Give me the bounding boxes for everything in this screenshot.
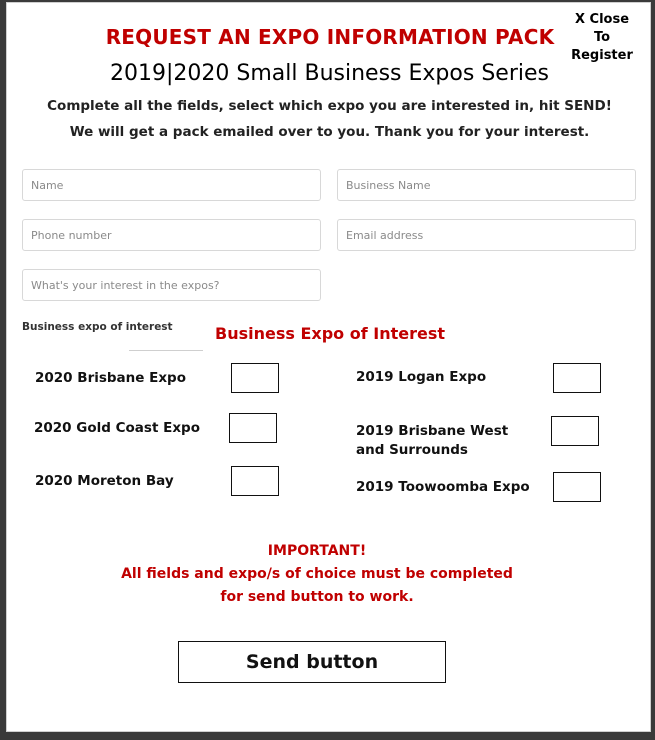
close-link-line2: To Register (571, 30, 633, 63)
expo-request-modal: X Close To Register REQUEST AN EXPO INFO… (6, 2, 651, 732)
email-field[interactable] (337, 219, 636, 251)
phone-field[interactable] (22, 219, 321, 251)
expo-interest-heading: Business Expo of Interest (215, 324, 445, 343)
close-link[interactable]: X Close To Register (562, 11, 642, 65)
business-name-field[interactable] (337, 169, 636, 201)
expo-label-brisbane-west-line2: and Surrounds (356, 442, 468, 458)
expo-label-toowoomba-2019: 2019 Toowoomba Expo (356, 479, 530, 495)
expo-label-brisbane-2020: 2020 Brisbane Expo (35, 370, 186, 386)
divider (129, 350, 203, 351)
checkbox-moreton-bay-2020[interactable] (231, 466, 279, 496)
expo-interest-label: Business expo of interest (22, 321, 173, 333)
interest-field[interactable] (22, 269, 321, 301)
intro-line-1: Complete all the fields, select which ex… (47, 98, 612, 114)
checkbox-logan-2019[interactable] (553, 363, 601, 393)
name-field[interactable] (22, 169, 321, 201)
request-title: REQUEST AN EXPO INFORMATION PACK (105, 25, 555, 49)
checkbox-brisbane-2020[interactable] (231, 363, 279, 393)
expo-label-gold-coast-2020: 2020 Gold Coast Expo (34, 420, 200, 436)
expo-label-moreton-bay-2020: 2020 Moreton Bay (35, 473, 174, 489)
important-heading: IMPORTANT! (267, 543, 367, 559)
series-title: 2019|2020 Small Business Expos Series (110, 61, 549, 86)
important-line-3: for send button to work. (220, 589, 414, 605)
expo-label-brisbane-west-2019: 2019 Brisbane West and Surrounds (356, 422, 508, 460)
expo-label-logan-2019: 2019 Logan Expo (356, 369, 487, 385)
expo-label-brisbane-west-line1: 2019 Brisbane West (356, 423, 509, 439)
intro-line-2: We will get a pack emailed over to you. … (69, 124, 590, 140)
checkbox-toowoomba-2019[interactable] (553, 472, 601, 502)
important-line-2: All fields and expo/s of choice must be … (121, 566, 513, 582)
close-link-line1: X Close (574, 12, 630, 27)
checkbox-brisbane-west-2019[interactable] (551, 416, 599, 446)
send-button[interactable]: Send button (178, 641, 446, 683)
checkbox-gold-coast-2020[interactable] (229, 413, 277, 443)
